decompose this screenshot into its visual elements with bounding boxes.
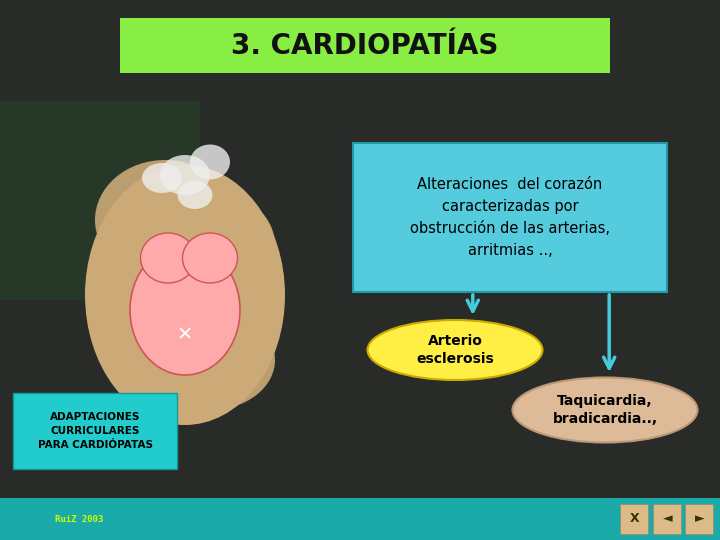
- Ellipse shape: [95, 160, 235, 280]
- Text: 3. CARDIOPATÍAS: 3. CARDIOPATÍAS: [231, 31, 499, 59]
- Ellipse shape: [100, 245, 200, 375]
- Text: Taquicardia,
bradicardia..,: Taquicardia, bradicardia..,: [552, 394, 657, 426]
- Text: Arterio
esclerosis: Arterio esclerosis: [416, 334, 494, 366]
- Ellipse shape: [145, 310, 275, 410]
- Text: X: X: [630, 512, 640, 525]
- Ellipse shape: [130, 245, 240, 375]
- Text: ►: ►: [696, 512, 705, 525]
- Text: Alteraciones  del corazón
caracterizadas por
obstrucción de las arterias,
arritm: Alteraciones del corazón caracterizadas …: [410, 177, 610, 258]
- Bar: [653, 504, 681, 534]
- Text: ✕: ✕: [177, 326, 193, 345]
- Ellipse shape: [140, 233, 196, 283]
- Bar: [620, 504, 648, 534]
- Text: ADAPTACIONES
CURRICULARES
PARA CARDIÓPATAS: ADAPTACIONES CURRICULARES PARA CARDIÓPAT…: [37, 412, 153, 450]
- Ellipse shape: [178, 181, 212, 209]
- Text: RuiZ 2003: RuiZ 2003: [55, 515, 104, 523]
- Ellipse shape: [160, 155, 210, 195]
- Ellipse shape: [190, 145, 230, 179]
- Bar: [0, 498, 720, 540]
- FancyBboxPatch shape: [13, 393, 177, 469]
- Ellipse shape: [367, 320, 542, 380]
- Ellipse shape: [85, 165, 285, 425]
- Bar: [120, 18, 610, 73]
- Text: ◄: ◄: [663, 512, 672, 525]
- Bar: [685, 504, 713, 534]
- Ellipse shape: [182, 233, 238, 283]
- Ellipse shape: [165, 195, 275, 295]
- Ellipse shape: [513, 377, 698, 442]
- Ellipse shape: [142, 163, 182, 193]
- FancyBboxPatch shape: [353, 143, 667, 292]
